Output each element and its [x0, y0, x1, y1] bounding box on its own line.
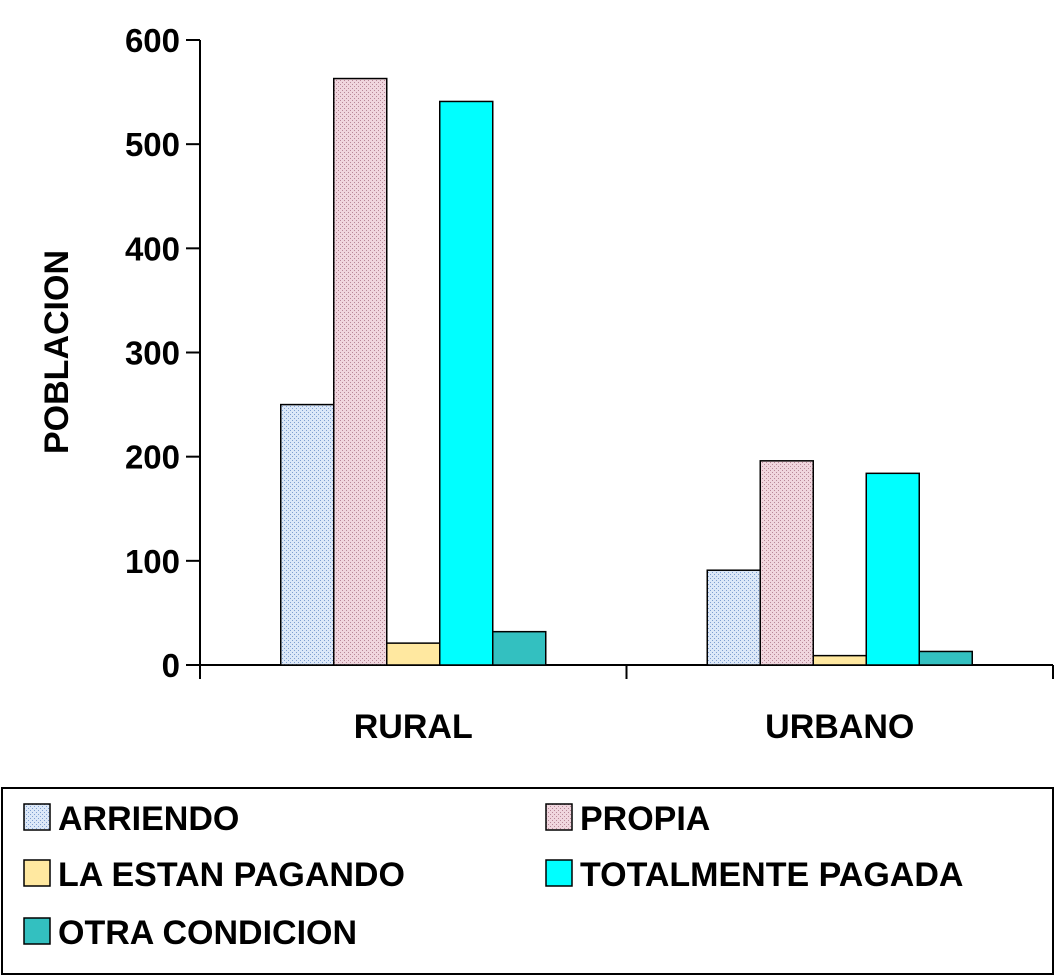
bar-la-estan-pagando-rural [386, 642, 441, 666]
legend-label: TOTALMENTE PAGADA [580, 856, 963, 894]
legend-label: OTRA CONDICION [58, 914, 357, 952]
plot-area: 0 100 200 300 400 500 600 RURAL URBANO [125, 22, 1054, 746]
legend-label: PROPIA [580, 800, 710, 838]
legend: ARRIENDO PROPIA LA ESTAN PAGANDO TOTALMENTE… [1, 787, 1054, 975]
y-tick-label: 600 [125, 22, 180, 59]
legend-swatch [23, 803, 51, 831]
legend-box [1, 787, 1054, 975]
x-category-label: RURAL [354, 708, 473, 746]
bar-otra-condicion-rural [492, 630, 547, 666]
legend-swatch [23, 917, 51, 945]
y-tick-label: 500 [125, 126, 180, 163]
x-category-label: URBANO [765, 708, 914, 746]
y-axis-label: POBLACION [38, 250, 76, 454]
y-tick-label: 0 [162, 647, 180, 684]
y-tick-label: 200 [125, 439, 180, 476]
bar-propia-urbano [759, 460, 814, 666]
y-tick-label: 400 [125, 230, 180, 267]
y-tick-label: 100 [125, 543, 180, 580]
bar-totalmente-pagada-urbano [865, 472, 920, 666]
legend-swatch [545, 859, 573, 887]
bar-otra-condicion-urbano [918, 650, 973, 666]
y-tick-label: 300 [125, 335, 180, 372]
legend-swatch [23, 859, 51, 887]
bar-totalmente-pagada-rural [439, 100, 494, 666]
legend-label: ARRIENDO [58, 800, 239, 838]
bar-la-estan-pagando-urbano [812, 654, 867, 666]
bar-propia-rural [333, 77, 388, 666]
bar-arriendo-urbano [706, 569, 761, 666]
bar-arriendo-rural [280, 403, 335, 666]
legend-swatch [545, 803, 573, 831]
legend-label: LA ESTAN PAGANDO [58, 856, 405, 894]
